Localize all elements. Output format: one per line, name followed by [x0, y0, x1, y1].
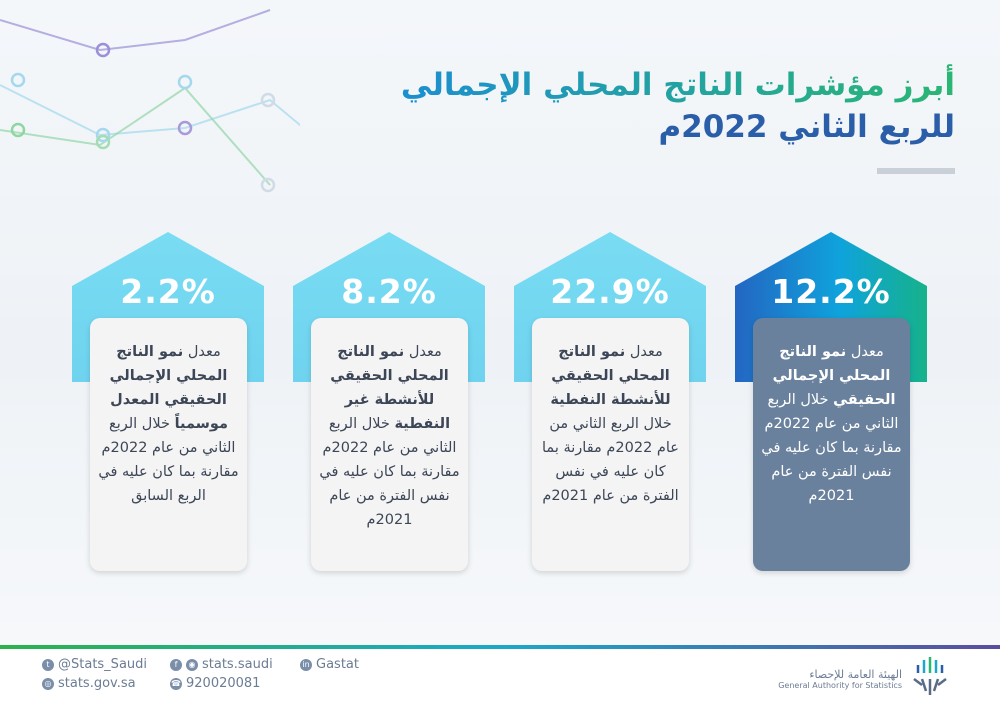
indicator-value: 22.9% — [550, 272, 670, 311]
footer-divider — [0, 645, 1000, 649]
indicator-card-seasonal: 2.2% معدل نمو الناتج المحلي الإجمالي الح… — [72, 232, 264, 572]
title-underline — [877, 168, 955, 174]
org-name: الهيئة العامة للإحصاء General Authority … — [778, 668, 902, 690]
indicator-card-non-oil: 8.2% معدل نمو الناتج المحلي الحقيقي للأن… — [293, 232, 485, 572]
indicator-value: 12.2% — [771, 272, 891, 311]
phone-link[interactable]: ☎ 920020081 — [170, 676, 261, 691]
title-line-1: أبرز مؤشرات الناتج المحلي الإجمالي — [401, 62, 955, 108]
indicator-description: معدل نمو الناتج المحلي الحقيقي للأنشطة ا… — [532, 318, 689, 571]
linkedin-link[interactable]: in Gastat — [300, 657, 359, 672]
indicator-card-oil: 22.9% معدل نمو الناتج المحلي الحقيقي للأ… — [514, 232, 706, 572]
page-title: أبرز مؤشرات الناتج المحلي الإجمالي للربع… — [401, 62, 955, 150]
indicator-value: 2.2% — [120, 272, 216, 311]
indicator-value: 8.2% — [341, 272, 437, 311]
title-line-2: للربع الثاني 2022م — [658, 109, 955, 145]
globe-icon: ◎ — [42, 677, 54, 690]
indicator-description: معدل نمو الناتج المحلي الإجمالي الحقيقي … — [753, 318, 910, 571]
indicator-description: معدل نمو الناتج المحلي الحقيقي للأنشطة غ… — [311, 318, 468, 571]
indicator-description: معدل نمو الناتج المحلي الإجمالي الحقيقي … — [90, 318, 247, 571]
twitter-link[interactable]: t @Stats_Saudi — [42, 657, 147, 672]
social-link[interactable]: f ◉ stats.saudi — [170, 657, 273, 672]
indicator-card-gdp: 12.2% معدل نمو الناتج المحلي الإجمالي ال… — [735, 232, 927, 572]
decorative-line-graph — [0, 9, 300, 193]
gastat-logo — [913, 657, 947, 695]
phone-icon: ☎ — [170, 677, 182, 690]
facebook-icon: f — [170, 658, 182, 671]
website-link[interactable]: ◎ stats.gov.sa — [42, 676, 136, 691]
linkedin-icon: in — [300, 658, 312, 671]
twitter-icon: t — [42, 658, 54, 671]
instagram-icon: ◉ — [186, 658, 198, 671]
